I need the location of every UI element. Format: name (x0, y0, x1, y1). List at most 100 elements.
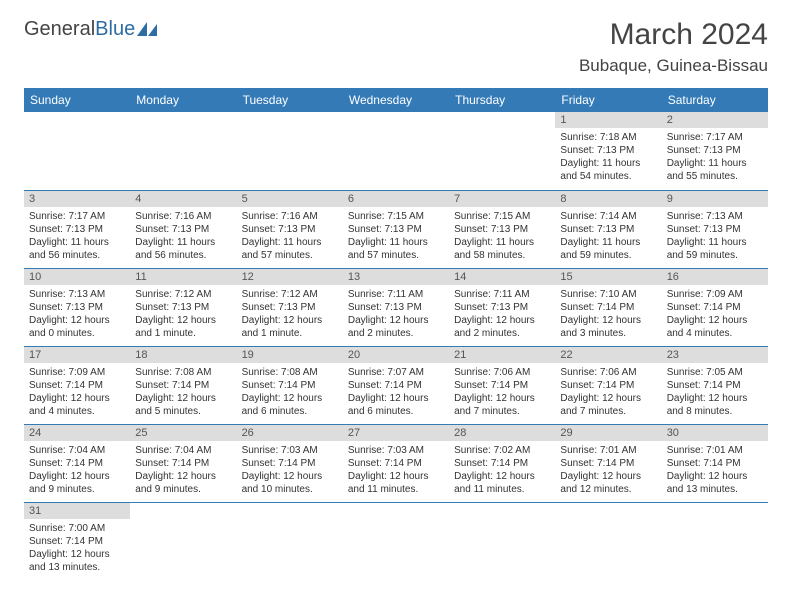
day-number: 10 (24, 269, 130, 285)
day-number: 23 (662, 347, 768, 363)
sunset-line: Sunset: 7:14 PM (560, 301, 656, 314)
day-details: Sunrise: 7:03 AMSunset: 7:14 PMDaylight:… (343, 441, 449, 500)
calendar-week-row: 17Sunrise: 7:09 AMSunset: 7:14 PMDayligh… (24, 346, 768, 424)
sunset-line: Sunset: 7:14 PM (242, 457, 338, 470)
day-number: 6 (343, 191, 449, 207)
day-details: Sunrise: 7:15 AMSunset: 7:13 PMDaylight:… (449, 207, 555, 266)
sunrise-line: Sunrise: 7:11 AM (348, 288, 444, 301)
daylight-line: Daylight: 11 hours and 59 minutes. (667, 236, 763, 262)
location-subtitle: Bubaque, Guinea-Bissau (579, 56, 768, 76)
sunrise-line: Sunrise: 7:09 AM (29, 366, 125, 379)
sunset-line: Sunset: 7:14 PM (29, 535, 125, 548)
calendar-day-cell: 10 Sunrise: 7:13 AMSunset: 7:13 PMDayligh… (24, 268, 130, 346)
sunrise-line: Sunrise: 7:08 AM (242, 366, 338, 379)
sunset-line: Sunset: 7:14 PM (560, 379, 656, 392)
daylight-line: Daylight: 12 hours and 3 minutes. (560, 314, 656, 340)
daylight-line: Daylight: 12 hours and 7 minutes. (454, 392, 550, 418)
daylight-line: Daylight: 11 hours and 57 minutes. (242, 236, 338, 262)
sunrise-line: Sunrise: 7:16 AM (242, 210, 338, 223)
day-details: Sunrise: 7:06 AMSunset: 7:14 PMDaylight:… (555, 363, 661, 422)
sunset-line: Sunset: 7:14 PM (29, 457, 125, 470)
daylight-line: Daylight: 12 hours and 1 minute. (242, 314, 338, 340)
daylight-line: Daylight: 12 hours and 4 minutes. (29, 392, 125, 418)
day-details: Sunrise: 7:05 AMSunset: 7:14 PMDaylight:… (662, 363, 768, 422)
calendar-empty-cell (449, 502, 555, 580)
calendar-empty-cell (343, 112, 449, 190)
day-number: 13 (343, 269, 449, 285)
day-number: 1 (555, 112, 661, 128)
sunrise-line: Sunrise: 7:04 AM (135, 444, 231, 457)
daylight-line: Daylight: 11 hours and 58 minutes. (454, 236, 550, 262)
calendar-day-cell: 18Sunrise: 7:08 AMSunset: 7:14 PMDayligh… (130, 346, 236, 424)
daylight-line: Daylight: 12 hours and 6 minutes. (348, 392, 444, 418)
sunrise-line: Sunrise: 7:13 AM (29, 288, 125, 301)
daylight-line: Daylight: 11 hours and 54 minutes. (560, 157, 656, 183)
day-details: Sunrise: 7:08 AMSunset: 7:14 PMDaylight:… (130, 363, 236, 422)
day-number: 27 (343, 425, 449, 441)
sunset-line: Sunset: 7:14 PM (348, 379, 444, 392)
day-details: Sunrise: 7:07 AMSunset: 7:14 PMDaylight:… (343, 363, 449, 422)
day-number: 25 (130, 425, 236, 441)
day-details: Sunrise: 7:18 AMSunset: 7:13 PMDaylight:… (555, 128, 661, 187)
sunset-line: Sunset: 7:13 PM (667, 144, 763, 157)
calendar-empty-cell (24, 112, 130, 190)
weekday-header: Tuesday (237, 88, 343, 112)
day-number: 24 (24, 425, 130, 441)
day-details: Sunrise: 7:00 AMSunset: 7:14 PMDaylight:… (24, 519, 130, 578)
day-number: 31 (24, 503, 130, 519)
day-details: Sunrise: 7:06 AMSunset: 7:14 PMDaylight:… (449, 363, 555, 422)
daylight-line: Daylight: 12 hours and 0 minutes. (29, 314, 125, 340)
calendar-day-cell: 5Sunrise: 7:16 AMSunset: 7:13 PMDaylight… (237, 190, 343, 268)
day-details: Sunrise: 7:03 AMSunset: 7:14 PMDaylight:… (237, 441, 343, 500)
daylight-line: Daylight: 12 hours and 4 minutes. (667, 314, 763, 340)
logo-text-blue: Blue (95, 18, 135, 41)
calendar-day-cell: 29Sunrise: 7:01 AMSunset: 7:14 PMDayligh… (555, 424, 661, 502)
sunrise-line: Sunrise: 7:03 AM (348, 444, 444, 457)
sunset-line: Sunset: 7:14 PM (135, 379, 231, 392)
sunset-line: Sunset: 7:13 PM (29, 301, 125, 314)
sunset-line: Sunset: 7:14 PM (667, 379, 763, 392)
day-number: 28 (449, 425, 555, 441)
sunset-line: Sunset: 7:14 PM (29, 379, 125, 392)
calendar-day-cell: 15Sunrise: 7:10 AMSunset: 7:14 PMDayligh… (555, 268, 661, 346)
sunrise-line: Sunrise: 7:17 AM (667, 131, 763, 144)
calendar-day-cell: 24Sunrise: 7:04 AMSunset: 7:14 PMDayligh… (24, 424, 130, 502)
daylight-line: Daylight: 12 hours and 9 minutes. (29, 470, 125, 496)
day-number: 2 (662, 112, 768, 128)
weekday-header: Monday (130, 88, 236, 112)
calendar-day-cell: 28Sunrise: 7:02 AMSunset: 7:14 PMDayligh… (449, 424, 555, 502)
day-number: 5 (237, 191, 343, 207)
calendar-day-cell: 2Sunrise: 7:17 AMSunset: 7:13 PMDaylight… (662, 112, 768, 190)
day-number: 30 (662, 425, 768, 441)
day-number: 26 (237, 425, 343, 441)
calendar-day-cell: 14Sunrise: 7:11 AMSunset: 7:13 PMDayligh… (449, 268, 555, 346)
day-number: 8 (555, 191, 661, 207)
daylight-line: Daylight: 11 hours and 56 minutes. (135, 236, 231, 262)
daylight-line: Daylight: 12 hours and 11 minutes. (454, 470, 550, 496)
sunset-line: Sunset: 7:14 PM (667, 301, 763, 314)
sunset-line: Sunset: 7:13 PM (135, 301, 231, 314)
daylight-line: Daylight: 12 hours and 9 minutes. (135, 470, 231, 496)
weekday-header: Saturday (662, 88, 768, 112)
sunset-line: Sunset: 7:13 PM (135, 223, 231, 236)
sunrise-line: Sunrise: 7:09 AM (667, 288, 763, 301)
title-block: March 2024 Bubaque, Guinea-Bissau (579, 18, 768, 76)
weekday-header: Sunday (24, 88, 130, 112)
day-details: Sunrise: 7:16 AMSunset: 7:13 PMDaylight:… (130, 207, 236, 266)
day-details: Sunrise: 7:12 AMSunset: 7:13 PMDaylight:… (237, 285, 343, 344)
sunset-line: Sunset: 7:14 PM (348, 457, 444, 470)
sunset-line: Sunset: 7:13 PM (560, 223, 656, 236)
calendar-day-cell: 8Sunrise: 7:14 AMSunset: 7:13 PMDaylight… (555, 190, 661, 268)
page-header: GeneralBlue March 2024 Bubaque, Guinea-B… (24, 18, 768, 76)
sunrise-line: Sunrise: 7:08 AM (135, 366, 231, 379)
sunrise-line: Sunrise: 7:12 AM (242, 288, 338, 301)
sunrise-line: Sunrise: 7:06 AM (454, 366, 550, 379)
calendar-day-cell: 1Sunrise: 7:18 AMSunset: 7:13 PMDaylight… (555, 112, 661, 190)
day-details: Sunrise: 7:14 AMSunset: 7:13 PMDaylight:… (555, 207, 661, 266)
day-details: Sunrise: 7:11 AMSunset: 7:13 PMDaylight:… (449, 285, 555, 344)
calendar-week-row: 1Sunrise: 7:18 AMSunset: 7:13 PMDaylight… (24, 112, 768, 190)
calendar-week-row: 31Sunrise: 7:00 AMSunset: 7:14 PMDayligh… (24, 502, 768, 580)
calendar-day-cell: 6Sunrise: 7:15 AMSunset: 7:13 PMDaylight… (343, 190, 449, 268)
sunset-line: Sunset: 7:14 PM (135, 457, 231, 470)
sunrise-line: Sunrise: 7:05 AM (667, 366, 763, 379)
